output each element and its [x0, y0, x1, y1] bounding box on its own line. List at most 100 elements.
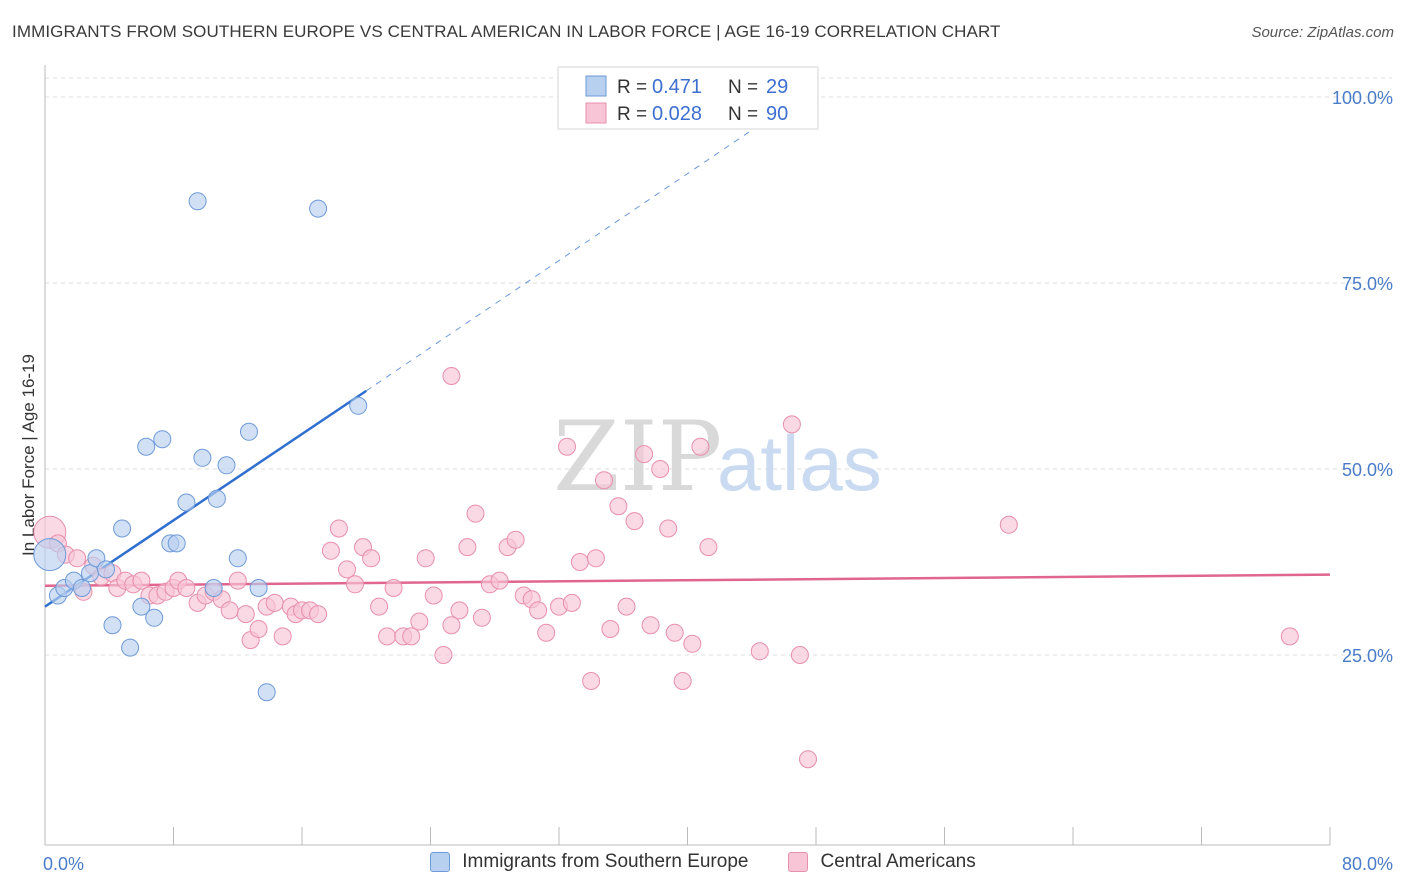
trend-lines [44, 118, 1331, 608]
point-southern-europe [207, 489, 226, 508]
point-southern-europe [193, 448, 212, 467]
legend-r-value: 0.471 [652, 76, 702, 98]
point-central-americans [999, 515, 1018, 534]
legend-n-value: 90 [766, 103, 788, 125]
point-southern-europe [188, 192, 207, 211]
point-central-americans [424, 586, 443, 605]
point-central-americans [329, 519, 348, 538]
point-central-americans [673, 672, 692, 690]
point-central-americans [595, 471, 613, 490]
point-central-americans [750, 642, 769, 661]
legend-item-southern-europe: Immigrants from Southern Europe [430, 851, 748, 873]
point-central-americans [601, 620, 620, 638]
point-southern-europe [145, 608, 164, 627]
point-central-americans [177, 579, 196, 597]
point-central-americans [582, 672, 601, 690]
watermark-atlas: atlas [717, 419, 882, 507]
point-central-americans [265, 593, 284, 612]
point-southern-europe [113, 519, 132, 538]
point-southern-europe [72, 579, 91, 597]
point-southern-europe [177, 493, 196, 512]
point-central-americans [472, 608, 491, 627]
point-central-americans [1280, 627, 1299, 646]
point-central-americans [450, 601, 469, 620]
point-central-americans [346, 575, 364, 594]
point-central-americans [570, 553, 589, 571]
y-tick-label: 75.0% [1342, 274, 1393, 294]
point-central-americans [506, 530, 525, 549]
point-central-americans [68, 549, 87, 568]
chart-title: IMMIGRANTS FROM SOUTHERN EUROPE VS CENTR… [12, 22, 1001, 41]
axes: 25.0% 50.0% 75.0% 100.0% 0.0% 80.0% In Labor F… [19, 65, 1393, 874]
point-central-americans [799, 750, 817, 769]
point-central-americans [665, 623, 684, 642]
bottom-legend: Immigrants from Southern Europe Central … [0, 851, 1406, 873]
x-tick-label: 0.0% [43, 854, 84, 874]
point-southern-europe [240, 422, 258, 441]
point-southern-europe [121, 638, 140, 657]
point-southern-europe [217, 456, 236, 475]
legend-swatch [585, 75, 607, 97]
point-central-americans [132, 571, 151, 590]
point-central-americans [609, 497, 628, 516]
point-central-americans [309, 605, 328, 624]
legend-n-label: N = [728, 104, 758, 125]
point-central-americans [490, 571, 509, 590]
point-central-americans [249, 620, 268, 638]
point-central-americans [699, 538, 718, 557]
point-central-americans [338, 560, 356, 579]
point-central-americans [529, 601, 548, 620]
point-southern-europe [257, 683, 276, 702]
point-central-americans [321, 541, 340, 560]
point-central-americans [586, 549, 605, 568]
point-central-americans [434, 646, 453, 664]
point-central-americans [416, 549, 435, 568]
point-central-americans [537, 623, 556, 642]
point-central-americans [458, 538, 477, 557]
point-central-americans [442, 616, 461, 635]
point-central-americans [782, 415, 801, 434]
y-tick-label: 100.0% [1332, 88, 1393, 108]
legend-item-central-americans: Central Americans [788, 851, 976, 873]
point-central-americans [410, 612, 429, 631]
legend-swatch-blue [430, 852, 451, 872]
point-central-americans [442, 367, 461, 385]
point-central-americans [378, 627, 397, 646]
point-central-americans [691, 437, 710, 456]
legend-n-value: 29 [766, 76, 788, 98]
point-southern-europe [249, 579, 268, 597]
y-tick-label: 50.0% [1342, 460, 1393, 480]
point-central-americans [362, 549, 381, 568]
stats-legend: R = 0.471 N = 29 R = 0.028 N = 90 [557, 66, 819, 130]
point-central-americans [625, 512, 644, 531]
point-central-americans [370, 597, 389, 616]
legend-label-central-americans: Central Americans [820, 851, 976, 872]
point-central-americans [651, 460, 670, 478]
point-southern-europe [228, 549, 247, 568]
source-label: Source: ZipAtlas.com [1251, 24, 1394, 41]
point-central-americans [220, 601, 239, 620]
point-southern-europe [349, 396, 368, 415]
point-central-americans [790, 646, 809, 664]
legend-r-label: R = [617, 77, 647, 98]
legend-n-label: N = [728, 77, 758, 98]
point-central-americans [384, 579, 403, 597]
point-central-americans [562, 593, 581, 612]
point-southern-europe [97, 560, 115, 579]
point-southern-europe [132, 597, 151, 616]
trend-line-blue-extension [365, 118, 769, 392]
point-central-americans [659, 519, 678, 538]
legend-r-value: 0.028 [652, 103, 702, 125]
y-axis-title: In Labor Force | Age 16-19 [19, 354, 38, 556]
point-southern-europe [137, 437, 156, 456]
point-central-americans [617, 597, 636, 616]
point-southern-europe [309, 199, 328, 218]
point-southern-europe [103, 616, 122, 635]
gridlines [45, 77, 1392, 656]
point-central-americans [635, 445, 654, 464]
point-southern-europe [153, 430, 172, 449]
point-central-americans [558, 437, 576, 456]
legend-swatch [585, 102, 607, 124]
